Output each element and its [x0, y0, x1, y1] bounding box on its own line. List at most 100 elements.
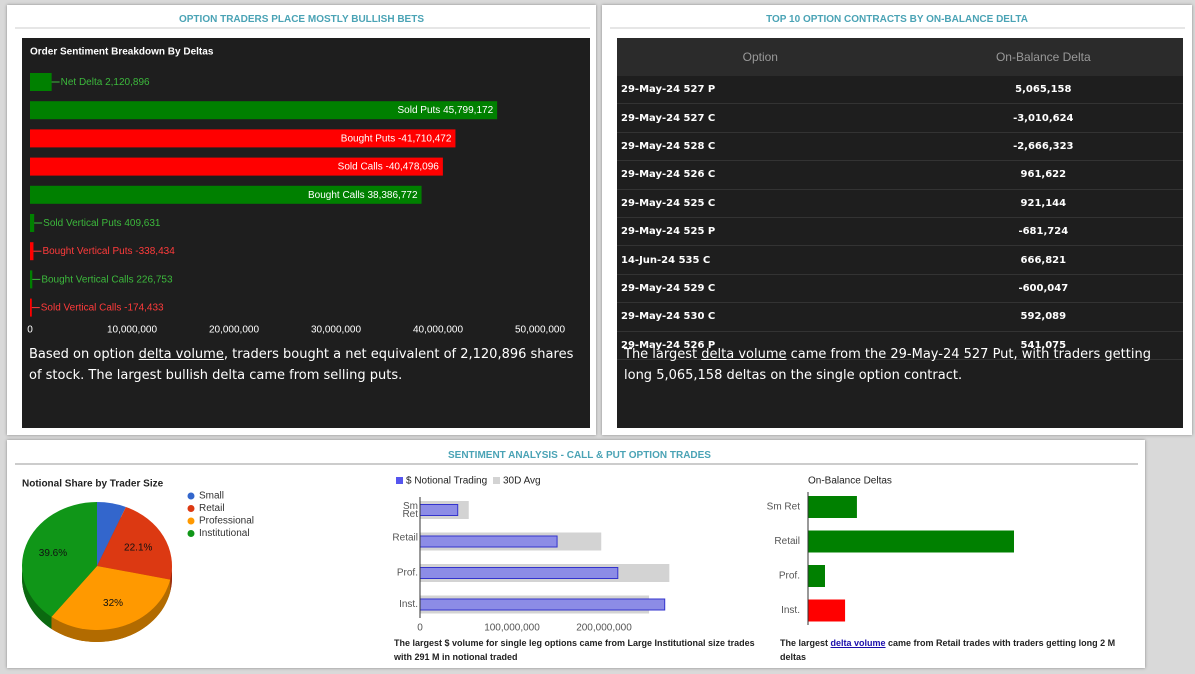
x-tick-label: 0 — [27, 325, 33, 336]
x-tick-label: 40,000,000 — [413, 325, 463, 336]
cell: 5,065,158 — [903, 76, 1183, 105]
legend-swatch — [493, 477, 500, 484]
link[interactable]: delta volume — [701, 347, 787, 362]
text: The largest — [624, 347, 702, 362]
data-label: Sold Vertical Puts 409,631 — [43, 218, 161, 229]
chart-title: Notional Share by Trader Size — [22, 479, 164, 490]
y-tick-label: Sm Ret — [402, 501, 418, 520]
panel-title: OPTION TRADERS PLACE MOSTLY BULLISH BETS — [178, 14, 425, 25]
data-label: Bought Calls 38,386,772 — [308, 189, 418, 200]
x-tick-label: 0 — [417, 623, 423, 634]
y-tick-label: Inst. — [781, 605, 800, 616]
bar — [30, 270, 33, 289]
category: Sold Calls — [338, 161, 383, 172]
bar — [30, 101, 498, 120]
cell: 961,622 — [903, 160, 1183, 190]
category: Bought Puts — [341, 133, 395, 144]
row: 14-Jun-24 535 C 666,821 — [617, 245, 1183, 275]
cell: 29-May-24 528 C — [617, 132, 904, 162]
row: 29-May-24 526 C 961,622 — [617, 160, 1183, 190]
data-label: Bought Vertical Puts -338,434 — [42, 246, 175, 257]
legend-label: $ Notional Trading — [406, 476, 487, 487]
value: -174,433 — [124, 302, 164, 313]
x-tick-label: 10,000,000 — [107, 325, 157, 336]
data-label: 39.6% — [39, 548, 67, 559]
cell: 29-May-24 530 C — [617, 302, 904, 332]
link[interactable]: delta volume — [830, 638, 886, 648]
bar — [30, 73, 52, 91]
legend-label: 30D Avg — [503, 476, 541, 487]
cell: 29-May-24 526 P — [617, 331, 904, 360]
x-tick-label: 20,000,000 — [209, 325, 259, 336]
text: , traders bought a net equivalent of 2,1… — [29, 347, 574, 383]
chart-title: Order Sentiment Breakdown By Deltas — [30, 47, 214, 58]
category: Bought Vertical Calls — [41, 274, 133, 285]
cell: -600,047 — [903, 274, 1183, 304]
data-label: 32% — [103, 598, 123, 609]
legend-label: Institutional — [199, 528, 250, 539]
legend-label: Small — [199, 491, 224, 502]
row: 29-May-24 526 P 541,075 — [617, 331, 1183, 360]
category: Bought Calls — [308, 189, 365, 200]
value: -338,434 — [135, 246, 175, 257]
summary: Based on option delta volume, traders bo… — [29, 344, 584, 386]
category: Bought Vertical Puts — [42, 246, 132, 257]
bar — [30, 298, 32, 317]
cell: 29-May-24 526 C — [617, 160, 904, 190]
bar — [808, 599, 846, 622]
pie-side — [51, 579, 171, 642]
value: 409,631 — [124, 218, 161, 229]
x-tick-label: 100,000,000 — [484, 623, 540, 634]
bar — [419, 567, 619, 579]
text: Based on option — [29, 347, 139, 362]
category: Sold Puts — [397, 105, 440, 116]
value: -40,478,096 — [385, 161, 439, 172]
cell: 29-May-24 525 C — [617, 189, 904, 218]
x-tick-label: 30,000,000 — [311, 325, 361, 336]
cell: 29-May-24 527 C — [617, 103, 904, 133]
legend-swatch — [187, 517, 195, 525]
row: 29-May-24 527 C -3,010,624 — [617, 103, 1183, 133]
bar — [808, 530, 1014, 553]
bar — [808, 565, 825, 587]
pie-slice — [97, 506, 172, 580]
value: -41,710,472 — [398, 133, 452, 144]
bar — [30, 242, 34, 261]
row: 29-May-24 527 P 5,065,158 — [617, 76, 1183, 105]
data-label: 22.1% — [124, 542, 152, 553]
y-tick-label: Retail — [392, 532, 418, 543]
row: 29-May-24 525 C 921,144 — [617, 189, 1183, 218]
y-tick-label: Prof. — [397, 568, 418, 579]
pie-side — [22, 566, 52, 629]
bar — [30, 214, 35, 232]
bar — [30, 185, 422, 204]
chart-title: On-Balance Deltas — [808, 476, 892, 487]
legend-label: Retail — [199, 503, 225, 514]
category: Sold Vertical Calls — [41, 302, 122, 313]
pie-side — [170, 566, 172, 592]
bar — [30, 157, 443, 176]
data-label: Net Delta 2,120,896 — [61, 77, 150, 88]
link[interactable]: delta volume — [138, 347, 224, 362]
row: 29-May-24 530 C 592,089 — [617, 302, 1183, 332]
y-tick-label: Inst. — [399, 599, 418, 610]
legend-swatch — [187, 505, 195, 512]
value: 2,120,896 — [105, 77, 150, 88]
value: 226,753 — [136, 274, 173, 285]
legend-swatch — [396, 477, 403, 484]
data-label: Bought Vertical Calls 226,753 — [41, 274, 173, 285]
value: 45,799,172 — [443, 105, 493, 116]
note: The largest delta volume came from Retai… — [780, 636, 1140, 664]
panel — [7, 440, 1145, 668]
cell: 921,144 — [903, 189, 1183, 218]
row: 29-May-24 529 C -600,047 — [617, 274, 1183, 304]
x-tick-label: 50,000,000 — [515, 325, 565, 336]
legend-label: Professional — [199, 516, 254, 527]
row: 29-May-24 528 C -2,666,323 — [617, 132, 1183, 162]
cell: 541,075 — [903, 331, 1183, 360]
row: 29-May-24 525 P -681,724 — [617, 217, 1183, 247]
cell: 14-Jun-24 535 C — [617, 245, 904, 275]
note: The largest $ volume for single leg opti… — [394, 638, 755, 662]
bar — [808, 496, 857, 518]
